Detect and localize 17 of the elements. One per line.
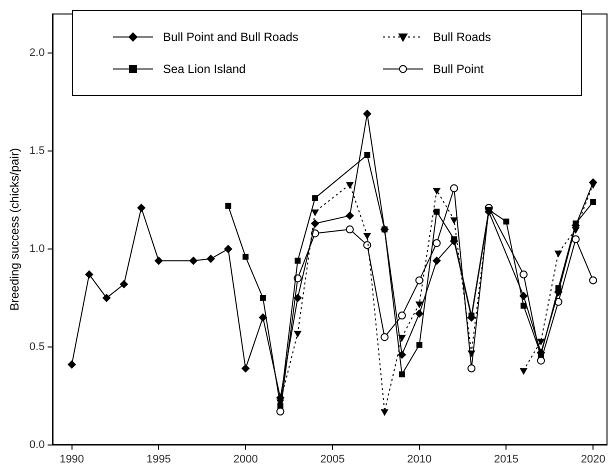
legend-label: Sea Lion Island [163,62,246,76]
y-axis-title: Breeding success (chicks/pair) [8,148,22,311]
x-tick-label: 2020 [580,453,606,466]
legend-label: Bull Point [433,62,484,76]
y-tick-label: 1.0 [29,243,45,256]
y-tick-label: 0.0 [29,438,45,451]
x-tick-label: 2015 [494,453,518,466]
y-tick-label: 2.0 [29,47,45,60]
x-tick-label: 2005 [320,453,345,466]
x-tick-label: 2010 [407,453,432,466]
y-tick-label: 0.5 [29,340,45,353]
legend-label: Bull Roads [433,30,492,44]
x-tick-label: 2000 [233,453,258,466]
y-tick-label: 1.5 [29,145,45,158]
legend-label: Bull Point and Bull Roads [163,30,298,44]
x-tick-label: 1995 [146,453,171,466]
x-tick-label: 1990 [60,453,84,466]
